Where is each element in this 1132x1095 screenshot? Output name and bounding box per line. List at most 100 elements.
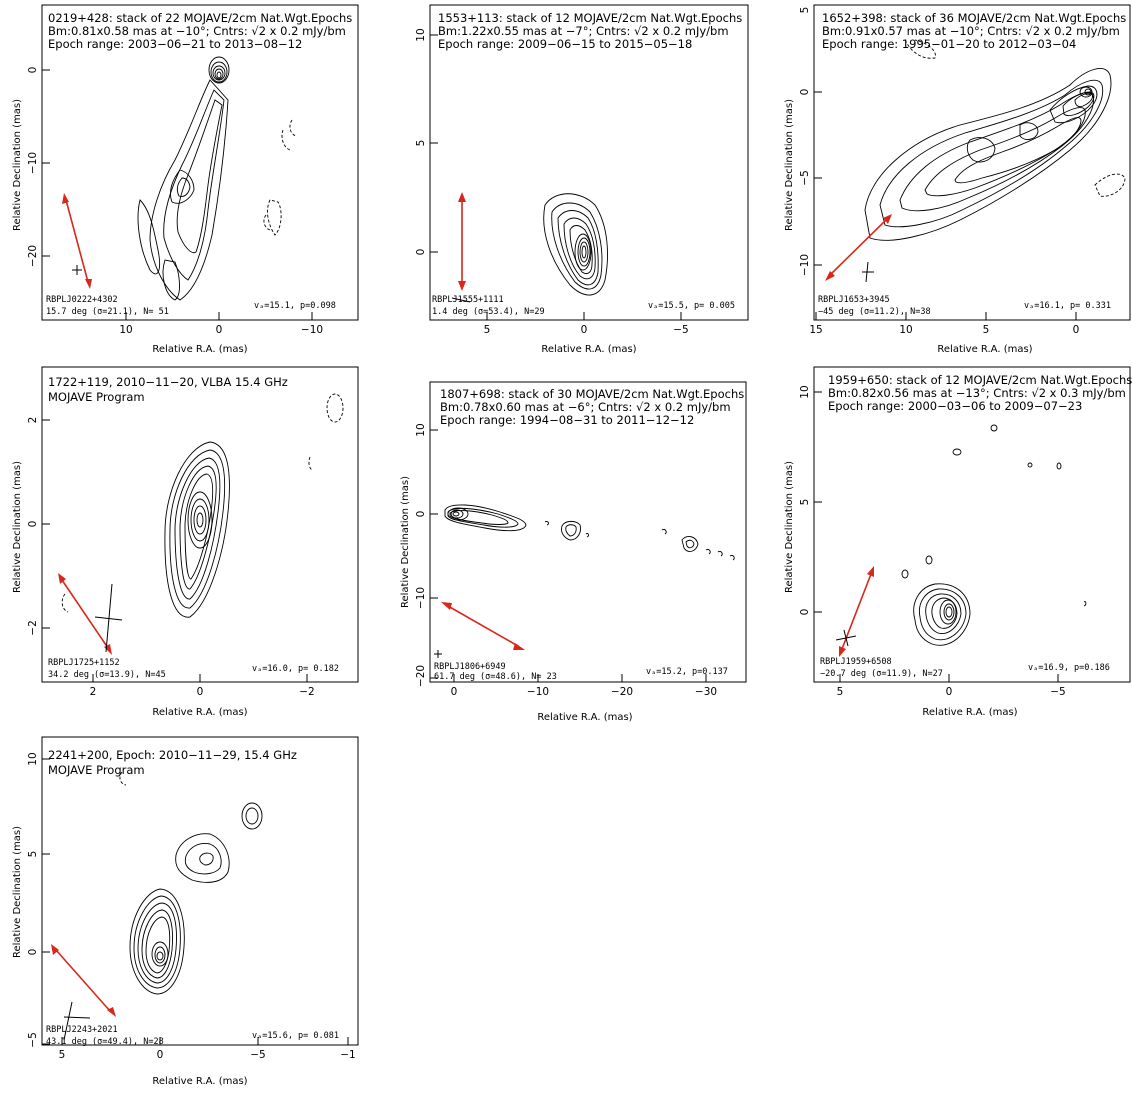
svg-text:−5: −5 bbox=[250, 1049, 265, 1061]
panel-1553: 1553+113: stack of 12 MOJAVE/2cm Nat.Wgt… bbox=[400, 0, 760, 360]
footer-source: RBPLJ0222+4302 bbox=[46, 295, 118, 305]
svg-text:0: 0 bbox=[415, 511, 427, 518]
beam-marker bbox=[451, 297, 471, 303]
svg-text:−10: −10 bbox=[301, 324, 323, 336]
panel-1722-figure: 1722+119, 2010−11−20, VLBA 15.4 GHz MOJA… bbox=[12, 366, 359, 718]
svg-text:−10: −10 bbox=[27, 152, 39, 174]
header-line-3: Epoch range: 1994−08−31 to 2011−12−12 bbox=[440, 413, 694, 427]
footer-source: RBPLJ1959+6508 bbox=[820, 657, 892, 667]
footer-source: RBPLJ1806+6949 bbox=[434, 662, 506, 672]
x-axis-label: Relative R.A. (mas) bbox=[541, 344, 636, 355]
svg-text:0: 0 bbox=[27, 949, 39, 956]
svg-text:−20: −20 bbox=[611, 686, 633, 698]
footer-stats: vₐ=16.1, p= 0.331 bbox=[1024, 301, 1111, 311]
svg-text:10: 10 bbox=[799, 385, 811, 398]
polarization-arrow bbox=[839, 566, 874, 657]
y-axis-label: Relative Declination (mas) bbox=[784, 99, 795, 231]
plot-frame bbox=[429, 4, 749, 321]
contour-map bbox=[864, 39, 1126, 241]
x-axis-label: Relative R.A. (mas) bbox=[937, 344, 1032, 355]
plot-frame bbox=[813, 4, 1131, 321]
polarization-arrow bbox=[58, 573, 112, 655]
svg-text:0: 0 bbox=[946, 686, 953, 698]
svg-text:−5: −5 bbox=[27, 1032, 39, 1047]
panel-1959: 1959+650: stack of 12 MOJAVE/2cm Nat.Wgt… bbox=[770, 362, 1132, 720]
contour-map bbox=[137, 56, 297, 301]
x-ticks: 5 0 −5 bbox=[484, 312, 689, 336]
y-axis-label: Relative Declination (mas) bbox=[400, 476, 411, 608]
x-ticks: 15 10 5 0 bbox=[809, 312, 1079, 336]
header-line-2: Bm:0.78x0.60 mas at −6°; Cntrs: √2 x 0.2… bbox=[440, 400, 731, 414]
header-line-3: Epoch range: 1995−01−20 to 2012−03−04 bbox=[822, 37, 1076, 51]
panel-1652-figure: 1652+398: stack of 36 MOJAVE/2cm Nat.Wgt… bbox=[784, 4, 1131, 355]
y-ticks: 0 −10 −20 bbox=[27, 67, 50, 267]
plot-frame bbox=[41, 366, 359, 683]
svg-text:−10: −10 bbox=[527, 686, 549, 698]
svg-text:0: 0 bbox=[27, 67, 39, 74]
svg-text:−1: −1 bbox=[340, 1049, 355, 1061]
x-axis-label: Relative R.A. (mas) bbox=[152, 707, 247, 718]
y-axis-label: Relative Declination (mas) bbox=[784, 461, 795, 593]
y-ticks: 10 5 0 bbox=[799, 385, 822, 615]
panel-1722: 1722+119, 2010−11−20, VLBA 15.4 GHz MOJA… bbox=[0, 362, 360, 720]
footer-angle: −45 deg (σ=11.2), N=38 bbox=[818, 307, 931, 317]
svg-text:−5: −5 bbox=[673, 324, 688, 336]
svg-text:15: 15 bbox=[809, 324, 822, 336]
y-axis-label: Relative Declination (mas) bbox=[12, 461, 23, 593]
x-ticks: 5 0 −5 −1 bbox=[59, 1037, 356, 1061]
header-line-1: 1722+119, 2010−11−20, VLBA 15.4 GHz bbox=[48, 375, 288, 389]
footer-source: RBPLJ2243+2021 bbox=[46, 1025, 118, 1035]
x-axis-label: Relative R.A. (mas) bbox=[922, 707, 1017, 718]
svg-text:0: 0 bbox=[799, 89, 811, 96]
panel-0219: 0219+428: stack of 22 MOJAVE/2cm Nat.Wgt… bbox=[0, 0, 360, 360]
svg-text:−10: −10 bbox=[799, 254, 811, 276]
footer-angle: −20.7 deg (σ=11.9), N=27 bbox=[820, 669, 943, 679]
footer-angle: 43.1 deg (σ=49.4), N=28 bbox=[46, 1037, 164, 1047]
svg-text:5: 5 bbox=[27, 851, 39, 858]
svg-text:5: 5 bbox=[484, 324, 491, 336]
plot-frame bbox=[429, 381, 747, 683]
footer-source: RBPLJ1555+1111 bbox=[432, 295, 504, 305]
y-ticks: 10 0 −10 −20 bbox=[415, 423, 438, 687]
y-ticks: 10 5 0 −5 bbox=[27, 752, 50, 1048]
svg-text:0: 0 bbox=[451, 686, 458, 698]
header-line-1: 1652+398: stack of 36 MOJAVE/2cm Nat.Wgt… bbox=[822, 11, 1126, 25]
header-line-2: MOJAVE Program bbox=[48, 390, 145, 404]
x-axis-label: Relative R.A. (mas) bbox=[152, 344, 247, 355]
contour-map bbox=[119, 771, 263, 995]
panel-1553-figure: 1553+113: stack of 12 MOJAVE/2cm Nat.Wgt… bbox=[415, 4, 749, 355]
contour-map bbox=[444, 504, 735, 561]
polarization-arrow bbox=[825, 214, 892, 281]
y-axis-label: Relative Declination (mas) bbox=[12, 826, 23, 958]
footer-stats: vₐ=15.2, p=0.137 bbox=[646, 667, 728, 677]
svg-text:5: 5 bbox=[983, 324, 990, 336]
x-ticks: 10 0 −10 bbox=[119, 312, 323, 336]
beam-marker bbox=[63, 1016, 91, 1019]
x-axis-label: Relative R.A. (mas) bbox=[152, 1076, 247, 1087]
header-line-1: 0219+428: stack of 22 MOJAVE/2cm Nat.Wgt… bbox=[48, 11, 352, 25]
svg-text:10: 10 bbox=[119, 324, 132, 336]
footer-angle: 15.7 deg (σ=21.1), N= 51 bbox=[46, 307, 169, 317]
footer-stats: vₐ=15.1, p=0.098 bbox=[254, 301, 336, 311]
polarization-arrow bbox=[458, 192, 466, 291]
header-line-3: Epoch range: 2003−06−21 to 2013−08−12 bbox=[48, 37, 302, 51]
polarization-arrow bbox=[62, 193, 92, 289]
plot-frame bbox=[41, 736, 359, 1046]
footer-source: RBPLJ1653+3945 bbox=[818, 295, 890, 305]
panel-1959-figure: 1959+650: stack of 12 MOJAVE/2cm Nat.Wgt… bbox=[784, 366, 1132, 718]
panel-2241: 2241+200, Epoch: 2010−11−29, 15.4 GHz MO… bbox=[0, 722, 360, 1095]
svg-text:−5: −5 bbox=[799, 170, 811, 185]
header-line-2: Bm:0.81x0.58 mas at −10°; Cntrs: √2 x 0.… bbox=[48, 24, 346, 38]
svg-text:5: 5 bbox=[837, 686, 844, 698]
svg-text:5: 5 bbox=[59, 1049, 66, 1061]
svg-text:−30: −30 bbox=[695, 686, 717, 698]
y-ticks: 5 0 −5 −10 bbox=[799, 4, 822, 276]
svg-text:0: 0 bbox=[1073, 324, 1080, 336]
svg-text:10: 10 bbox=[415, 423, 427, 436]
x-ticks: 2 0 −2 bbox=[90, 674, 315, 698]
svg-text:−2: −2 bbox=[27, 620, 39, 635]
svg-text:0: 0 bbox=[157, 1049, 164, 1061]
header-line-2: MOJAVE Program bbox=[48, 763, 145, 777]
svg-text:0: 0 bbox=[415, 249, 427, 256]
panel-2241-figure: 2241+200, Epoch: 2010−11−29, 15.4 GHz MO… bbox=[12, 736, 359, 1087]
